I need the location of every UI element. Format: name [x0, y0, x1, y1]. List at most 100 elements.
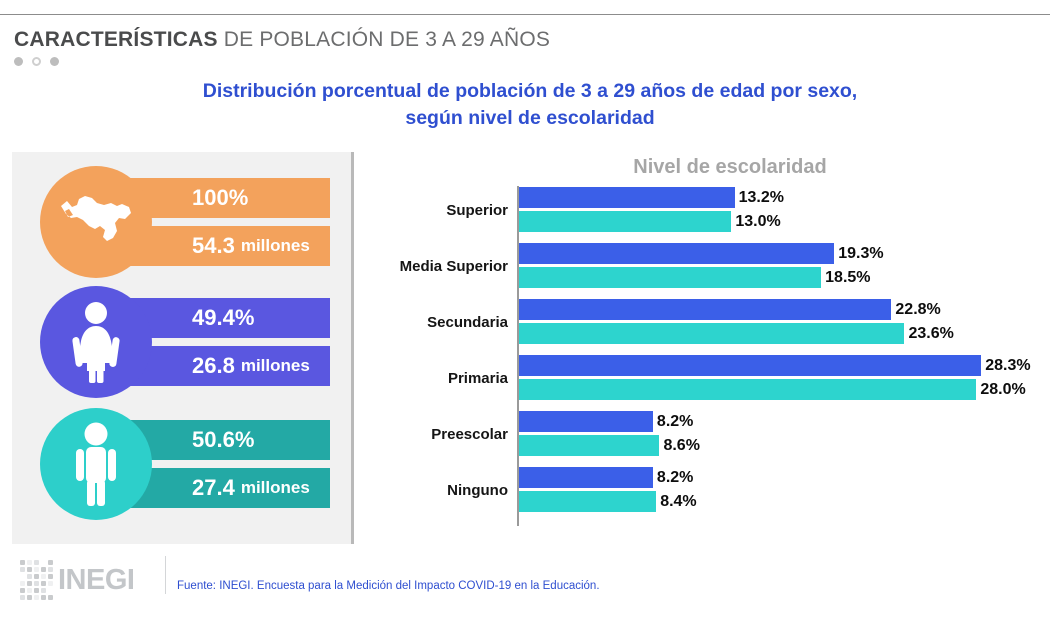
chart-bar-value: 28.0%: [980, 380, 1026, 398]
stat-amount-female: 26.8: [192, 353, 235, 378]
chart-bar-mujeres[interactable]: 19.3%: [519, 243, 884, 264]
chart-group: Secundaria 22.8% 23.6%: [390, 298, 1040, 346]
page-title: Distribución porcentual de población de …: [150, 78, 910, 132]
bar-chart: Superior 13.2% 13.0% Media Superior 19.3% 18.…: [390, 186, 1040, 531]
header-strong-text: CARACTERÍSTICAS: [14, 28, 218, 51]
male-figure-icon: [40, 408, 152, 520]
logo-dot: [48, 581, 53, 586]
chart-group: Primaria 28.3% 28.0%: [390, 354, 1040, 402]
logo-dot: [48, 588, 53, 593]
top-divider: [0, 14, 1050, 15]
stat-unit-total: millones: [240, 236, 310, 255]
chart-group: Preescolar 8.2% 8.6%: [390, 410, 1040, 458]
logo-dot: [20, 574, 25, 579]
chart-bar-hombres[interactable]: 23.6%: [519, 323, 954, 344]
logo-dot: [34, 560, 39, 565]
inegi-logo-mark-icon: [20, 560, 53, 600]
logo-dot: [27, 567, 32, 572]
mexico-map-icon: [40, 166, 152, 278]
chart-category-label: Superior: [446, 201, 508, 219]
chart-bar-mujeres[interactable]: 13.2%: [519, 187, 784, 208]
logo-dot: [27, 595, 32, 600]
stat-card-male: 50.6% 27.4 millones: [40, 408, 330, 520]
chart-group: Media Superior 19.3% 18.5%: [390, 242, 1040, 290]
page-footer: INEGI Fuente: INEGI. Encuesta para la Me…: [0, 556, 1050, 620]
chart-bar-hombres[interactable]: 18.5%: [519, 267, 871, 288]
chart-category-label: Primaria: [447, 369, 508, 387]
logo-dot: [27, 581, 32, 586]
chart-bar-hombres[interactable]: 8.6%: [519, 435, 700, 456]
logo-dot: [34, 595, 39, 600]
stat-percent-total: 100%: [192, 185, 249, 210]
indicator-dot-2[interactable]: [32, 57, 41, 66]
chart-bar-mujeres[interactable]: 8.2%: [519, 411, 693, 432]
chart-axis: [517, 186, 519, 526]
chart-bar-value: 13.0%: [735, 212, 781, 230]
chart-bar-mujeres[interactable]: 8.2%: [519, 467, 693, 488]
logo-dot: [34, 581, 39, 586]
chart-category-label: Preescolar: [431, 425, 508, 443]
chart-category-label: Media Superior: [399, 257, 508, 275]
logo-dot: [27, 588, 32, 593]
inegi-logo-text: INEGI: [58, 563, 135, 596]
female-figure-icon: [40, 286, 152, 398]
stats-panel: 100% 54.3 millones 49.4% 26.8: [12, 152, 352, 544]
logo-dot: [41, 560, 46, 565]
panel-divider: [351, 152, 354, 544]
chart-bar-value: 8.6%: [663, 436, 700, 454]
slide-indicator-dots: [14, 57, 59, 66]
source-note: Fuente: INEGI. Encuesta para la Medición…: [177, 580, 600, 592]
stat-amount-male: 27.4: [192, 475, 235, 500]
chart-bar-value: 28.3%: [985, 356, 1031, 374]
logo-dot: [20, 588, 25, 593]
logo-dot: [41, 588, 46, 593]
logo-dot: [48, 560, 53, 565]
chart-bar-hombres[interactable]: 13.0%: [519, 211, 781, 232]
chart-bar-value: 8.4%: [660, 492, 697, 510]
chart-bar-value: 8.2%: [656, 412, 694, 430]
logo-dot: [41, 595, 46, 600]
logo-dot: [41, 581, 46, 586]
chart-bar-value: 19.3%: [838, 244, 884, 262]
logo-dot: [27, 560, 32, 565]
logo-dot: [20, 595, 25, 600]
logo-dot: [20, 581, 25, 586]
footer-divider: [165, 556, 166, 594]
chart-heading: Nivel de escolaridad: [633, 156, 827, 178]
logo-dot: [27, 574, 32, 579]
logo-dot: [48, 595, 53, 600]
logo-dot: [48, 574, 53, 579]
stat-amount-total: 54.3: [192, 233, 235, 258]
chart-bar-value: 23.6%: [908, 324, 954, 342]
chart-group: Ninguno 8.2% 8.4%: [390, 466, 1040, 514]
logo-dot: [20, 560, 25, 565]
stat-card-total: 100% 54.3 millones: [40, 166, 330, 278]
stat-unit-male: millones: [240, 478, 310, 497]
indicator-dot-3[interactable]: [50, 57, 59, 66]
chart-bar-mujeres[interactable]: 22.8%: [519, 299, 941, 320]
logo-dot: [34, 574, 39, 579]
chart-category-label: Ninguno: [447, 481, 508, 499]
indicator-dot-1[interactable]: [14, 57, 23, 66]
chart-bar-value: 13.2%: [738, 188, 784, 206]
chart-bar-value: 8.2%: [656, 468, 694, 486]
chart-bar-value: 18.5%: [825, 268, 871, 286]
stat-unit-female: millones: [240, 356, 310, 375]
logo-dot: [20, 567, 25, 572]
chart-bar-hombres[interactable]: 8.4%: [519, 491, 697, 512]
stat-percent-male: 50.6%: [192, 427, 255, 452]
logo-dot: [34, 567, 39, 572]
inegi-logo: INEGI: [20, 560, 135, 600]
chart-bar-hombres[interactable]: 28.0%: [519, 379, 1026, 400]
page-header: CARACTERÍSTICAS DE POBLACIÓN DE 3 A 29 A…: [14, 28, 550, 52]
logo-dot: [34, 588, 39, 593]
logo-dot: [41, 567, 46, 572]
stat-percent-female: 49.4%: [192, 305, 255, 330]
page-title-line1: Distribución porcentual de población de …: [202, 80, 858, 102]
chart-bar-value: 22.8%: [895, 300, 941, 318]
stat-card-female: 49.4% 26.8 millones: [40, 286, 330, 398]
logo-dot: [48, 567, 53, 572]
logo-dot: [41, 574, 46, 579]
chart-bar-mujeres[interactable]: 28.3%: [519, 355, 1031, 376]
